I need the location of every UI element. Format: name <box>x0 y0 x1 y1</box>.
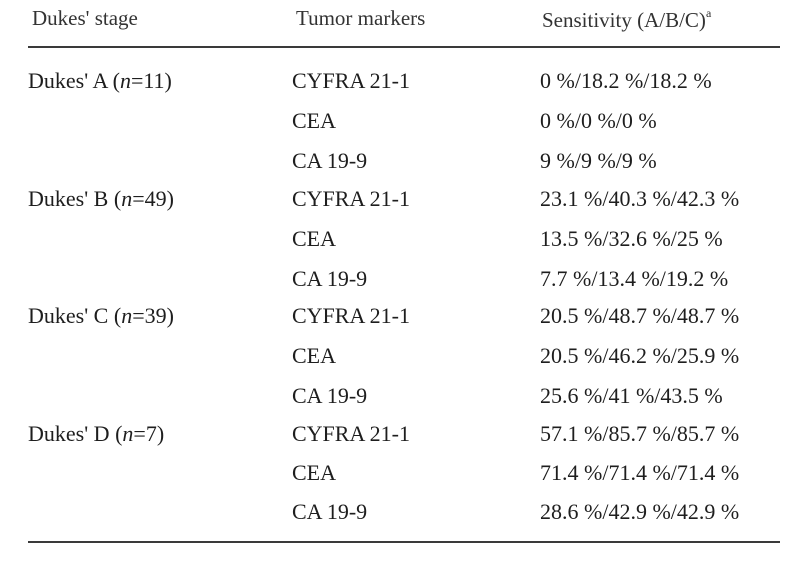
n-value: =7) <box>133 421 165 446</box>
bottom-rule <box>28 541 780 543</box>
table-row: CA 19-9 28.6 %/42.9 %/42.9 % <box>28 499 780 538</box>
sensitivity-cell: 25.6 %/41 %/43.5 % <box>540 383 723 408</box>
n-label: n <box>121 303 133 328</box>
sensitivity-table: Dukes' stage Tumor markers Sensitivity (… <box>28 0 780 564</box>
table-row: Dukes' A (n=11) CYFRA 21-1 0 %/18.2 %/18… <box>28 68 780 107</box>
table-row: CA 19-9 9 %/9 %/9 % <box>28 148 780 187</box>
n-value: =39) <box>132 303 174 328</box>
stage-cell: Dukes' B (n=49) <box>28 186 174 212</box>
header-sensitivity-label: Sensitivity (A/B/C) <box>542 8 706 32</box>
n-label: n <box>122 421 134 446</box>
marker-cell: CYFRA 21-1 <box>292 186 410 211</box>
table-row: CA 19-9 7.7 %/13.4 %/19.2 % <box>28 266 780 305</box>
sensitivity-cell: 20.5 %/46.2 %/25.9 % <box>540 343 740 368</box>
sensitivity-cell: 7.7 %/13.4 %/19.2 % <box>540 266 729 291</box>
marker-cell: CA 19-9 <box>292 383 368 408</box>
sensitivity-cell: 20.5 %/48.7 %/48.7 % <box>540 303 740 328</box>
sensitivity-cell: 13.5 %/32.6 %/25 % <box>540 226 723 251</box>
n-label: n <box>121 186 133 211</box>
marker-cell: CEA <box>292 460 336 485</box>
table-row: CA 19-9 25.6 %/41 %/43.5 % <box>28 383 780 422</box>
marker-cell: CYFRA 21-1 <box>292 421 410 446</box>
table-row: CEA 13.5 %/32.6 %/25 % <box>28 226 780 265</box>
stage-label: Dukes' C ( <box>28 303 122 328</box>
sensitivity-cell: 71.4 %/71.4 %/71.4 % <box>540 460 740 485</box>
header-tumor-markers: Tumor markers <box>296 6 426 30</box>
marker-cell: CEA <box>292 343 336 368</box>
n-value: =11) <box>130 68 172 93</box>
stage-label: Dukes' B ( <box>28 186 122 211</box>
sensitivity-cell: 0 %/0 %/0 % <box>540 108 657 133</box>
table-row: Dukes' C (n=39) CYFRA 21-1 20.5 %/48.7 %… <box>28 303 780 342</box>
table-row: CEA 71.4 %/71.4 %/71.4 % <box>28 460 780 499</box>
stage-label: Dukes' A ( <box>28 68 120 93</box>
sensitivity-cell: 28.6 %/42.9 %/42.9 % <box>540 499 740 524</box>
stage-cell: Dukes' C (n=39) <box>28 303 174 329</box>
n-value: =49) <box>132 186 174 211</box>
sensitivity-cell: 57.1 %/85.7 %/85.7 % <box>540 421 740 446</box>
marker-cell: CEA <box>292 226 336 251</box>
n-label: n <box>119 68 131 93</box>
header-sensitivity-footnote-mark: a <box>705 6 712 20</box>
marker-cell: CYFRA 21-1 <box>292 303 410 328</box>
table-row: Dukes' B (n=49) CYFRA 21-1 23.1 %/40.3 %… <box>28 186 780 225</box>
header-rule <box>28 46 780 48</box>
marker-cell: CA 19-9 <box>292 499 368 524</box>
sensitivity-cell: 0 %/18.2 %/18.2 % <box>540 68 712 93</box>
sensitivity-cell: 9 %/9 %/9 % <box>540 148 657 173</box>
table-row: CEA 20.5 %/46.2 %/25.9 % <box>28 343 780 382</box>
table-header: Dukes' stage Tumor markers Sensitivity (… <box>28 6 780 38</box>
header-sensitivity: Sensitivity (A/B/C)a <box>542 6 711 33</box>
stage-cell: Dukes' D (n=7) <box>28 421 164 447</box>
marker-cell: CA 19-9 <box>292 266 368 291</box>
stage-label: Dukes' D ( <box>28 421 123 446</box>
table-row: CEA 0 %/0 %/0 % <box>28 108 780 147</box>
marker-cell: CA 19-9 <box>292 148 368 173</box>
marker-cell: CYFRA 21-1 <box>292 68 410 93</box>
header-dukes-stage: Dukes' stage <box>32 6 138 30</box>
marker-cell: CEA <box>292 108 336 133</box>
sensitivity-cell: 23.1 %/40.3 %/42.3 % <box>540 186 740 211</box>
table-row: Dukes' D (n=7) CYFRA 21-1 57.1 %/85.7 %/… <box>28 421 780 460</box>
stage-cell: Dukes' A (n=11) <box>28 68 172 94</box>
